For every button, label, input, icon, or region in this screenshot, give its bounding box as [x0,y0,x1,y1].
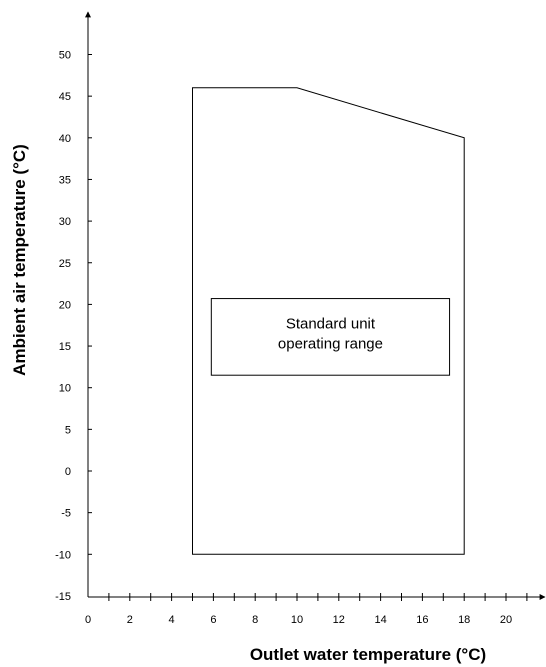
y-tick-label: -15 [55,591,71,603]
x-tick-label: 6 [210,614,216,626]
y-tick-label: 40 [59,133,71,145]
y-tick-label: 50 [59,50,71,62]
y-tick-label: 5 [65,424,71,436]
y-tick-label: 20 [59,299,71,311]
operating-range-envelope [192,87,465,555]
y-tick-label: 0 [65,466,71,478]
y-tick-label: 25 [59,258,71,270]
x-tick-label: 4 [169,614,175,626]
x-tick-label: 16 [416,614,428,626]
x-tick-label: 0 [85,614,91,626]
annotation-text: operating range [278,336,383,353]
plot-area: Standard unit operating range [192,87,465,555]
y-tick-label: 15 [59,341,71,353]
y-tick-label: 30 [59,216,71,228]
y-axis-title: Ambient air temperature (°C) [10,144,29,376]
x-axis-title: Outlet water temperature (°C) [250,645,486,664]
y-tick-label: -5 [61,508,71,520]
y-tick-label: 10 [59,383,71,395]
y-tick-label: -10 [55,549,71,561]
x-tick-label: 20 [500,614,512,626]
x-tick-label: 8 [252,614,258,626]
x-tick-label: 18 [458,614,470,626]
y-tick-label: 35 [59,174,71,186]
annotation-text: Standard unit [286,316,376,333]
annotation-box [210,298,451,376]
x-tick-label: 2 [127,614,133,626]
x-tick-label: 14 [374,614,386,626]
x-tick-label: 10 [291,614,303,626]
y-tick-label: 45 [59,91,71,103]
ticks: -15 -10 -5 0 5 10 15 20 25 30 35 40 45 50 0 2 4 6 8 10 12 14 1… [55,50,528,626]
x-tick-label: 12 [333,614,345,626]
